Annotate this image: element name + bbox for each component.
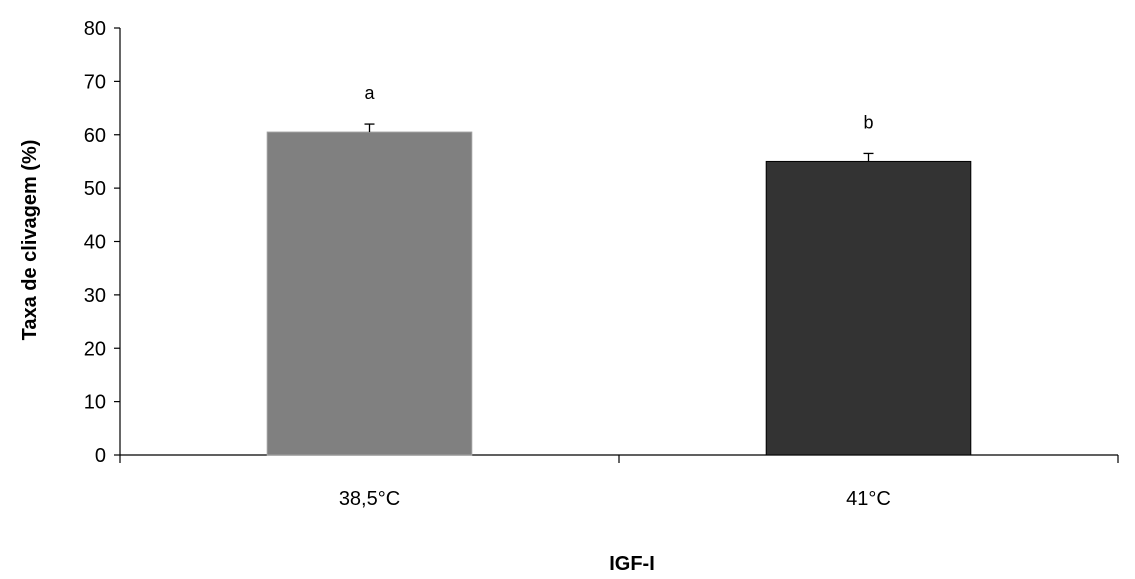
significance-label: a (364, 83, 375, 103)
x-axis-title: IGF-I (609, 553, 655, 575)
bar (266, 131, 473, 456)
x-tick-label: 38,5°C (339, 488, 400, 510)
y-tick-label: 30 (84, 285, 106, 307)
significance-label: b (863, 112, 873, 132)
y-tick-label: 50 (84, 178, 106, 200)
y-tick-label: 20 (84, 338, 106, 360)
y-tick-label: 0 (95, 445, 106, 467)
x-tick-label: 41°C (846, 488, 891, 510)
y-tick-label: 80 (84, 18, 106, 40)
bars: ab (266, 83, 972, 456)
y-tick-label: 60 (84, 125, 106, 147)
y-tick-label: 70 (84, 71, 106, 93)
bar (765, 160, 972, 456)
y-tick-label: 40 (84, 232, 106, 254)
y-axis: 0 10 20 30 40 50 60 70 80 (84, 18, 121, 467)
y-tick-label: 10 (84, 392, 106, 414)
y-axis-title: Taxa de clivagem (%) (19, 140, 41, 341)
x-axis: 38,5°C 41°C (119, 454, 1119, 510)
